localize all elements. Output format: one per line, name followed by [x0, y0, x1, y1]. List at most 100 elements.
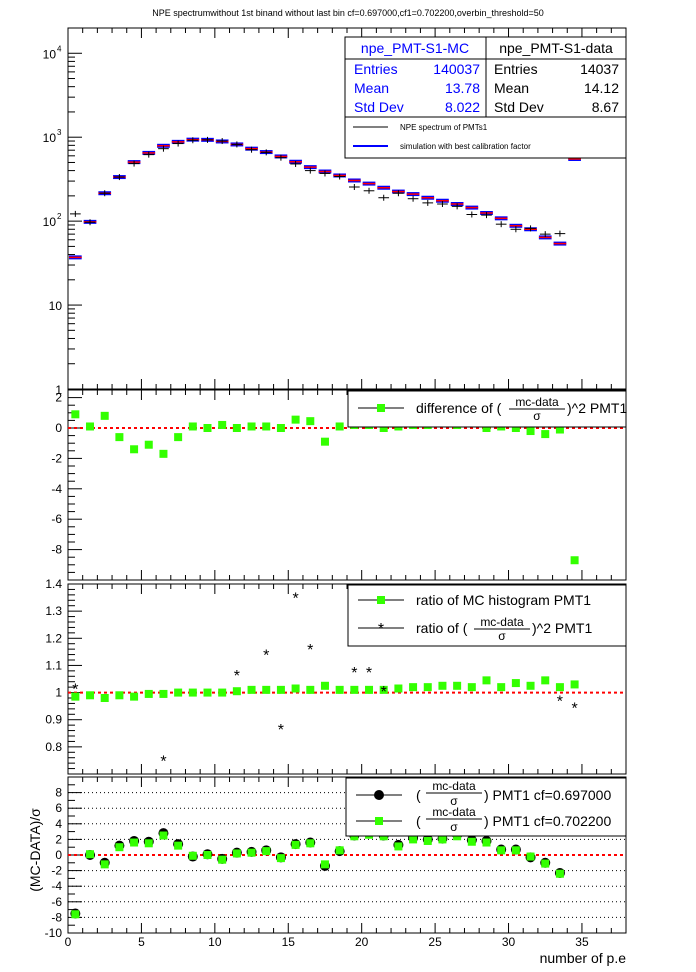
ratio-mc-point: [541, 676, 550, 685]
stats-data-frame: [485, 36, 627, 118]
spectrum-marks: [69, 136, 581, 260]
pull-point-cf-702200: [438, 835, 447, 844]
ratio-mc-point: [100, 694, 109, 702]
ratio-legend-frame: [347, 584, 627, 647]
x-tick-label: 10: [208, 935, 222, 949]
difference-point: [86, 422, 95, 431]
ratio-legend-label-1: ratio of MC histogram PMT1: [416, 592, 591, 608]
ratio-mc-point: [453, 681, 462, 690]
stats-mc-frame: [344, 36, 487, 118]
pull-point-cf-702200: [247, 848, 256, 857]
difference-panel: 2 0 -2 -4 -6 -8 difference of ( mc-data σ )^2…: [51, 389, 627, 581]
legend-data-label: NPE spectrum of PMTs1: [400, 123, 488, 132]
difference-point: [159, 449, 168, 458]
stats-data-mean-label: Mean: [494, 80, 529, 96]
difference-point: [174, 433, 183, 442]
pulls-legend: ( mc-data σ ) PMT1 cf=0.697000 ( mc-data…: [345, 777, 627, 837]
pull-point-cf-702200: [409, 835, 418, 844]
difference-point: [247, 422, 256, 431]
ratio-mc-point: [570, 680, 579, 689]
ratio-mc-point: [232, 687, 241, 696]
x-tick-label: 0: [65, 935, 72, 949]
y-tick-label-exponent: 3: [57, 128, 62, 137]
y-tick-label: 0: [55, 421, 62, 435]
y-tick-label: -6: [51, 512, 62, 526]
ratio-legend-frac-num: mc-data: [480, 615, 524, 629]
y-tick-label: 1: [55, 686, 62, 700]
y-tick-label: 0: [55, 848, 62, 862]
y-tick-label: -6: [51, 895, 62, 909]
ratio-mc-point: [482, 676, 491, 685]
difference-point: [188, 422, 197, 431]
ratio-chi-point: *: [381, 684, 387, 701]
pulls-xlabel: number of p.e: [540, 950, 627, 966]
ratio-mc-point: [497, 683, 506, 692]
ratio-mc-point: [379, 685, 388, 694]
pull-point-cf-702200: [467, 837, 476, 846]
stats-data-entries-value: 14037: [580, 61, 619, 77]
difference-point: [218, 420, 227, 429]
x-tick-label: 25: [428, 935, 442, 949]
ratio-legend-marker-green: [377, 596, 385, 604]
y-tick-label: 1: [55, 383, 62, 397]
pull-point-cf-702200: [394, 842, 403, 851]
stats-mc-std-label: Std Dev: [354, 99, 404, 115]
ratio-mc-point: [438, 681, 447, 690]
difference-point: [262, 422, 271, 431]
x-tick-label: 30: [502, 935, 516, 949]
difference-point: [320, 437, 329, 446]
difference-legend-frame: [347, 390, 627, 428]
pull-point-cf-702200: [86, 850, 95, 859]
pull-point-cf-702200: [159, 831, 168, 840]
ratio-mc-point: [306, 685, 315, 694]
difference-point: [482, 424, 491, 432]
difference-point: [130, 445, 139, 454]
y-tick-label: -8: [51, 910, 62, 924]
ratio-mc-point: [262, 685, 271, 694]
pulls-legend1-frac-num: mc-data: [432, 779, 476, 793]
pulls-legend-frame: [345, 777, 627, 837]
y-tick-label: -8: [51, 543, 62, 557]
pull-point-cf-702200: [203, 851, 212, 859]
ratio-mc-point: [320, 681, 329, 690]
ratio-mc-point: [130, 692, 139, 701]
pulls-legend2-suffix: ) PMT1 cf=0.702200: [484, 813, 611, 829]
ratio-chi-point: *: [571, 701, 577, 718]
y-tick-label: 4: [55, 817, 62, 831]
difference-point: [100, 411, 109, 420]
ratio-mc-point: [335, 685, 344, 694]
ratio-mc-point: [555, 683, 564, 692]
difference-point: [555, 425, 564, 434]
ratio-chi-point: *: [351, 665, 357, 682]
ratio-mc-point: [71, 692, 80, 701]
pulls-legend1-frac-den: σ: [450, 794, 458, 808]
legend-mc-label: simulation with best calibration factor: [400, 142, 531, 151]
stats-data-mean-value: 14.12: [584, 80, 619, 96]
ratio-legend-frac-den: σ: [498, 629, 506, 643]
y-tick-label: 10: [49, 299, 63, 313]
difference-point: [232, 424, 241, 432]
ratio-mc-point: [511, 679, 520, 688]
difference-point: [379, 424, 388, 432]
ratio-mc-point: [409, 683, 418, 692]
y-tick-label: 1.4: [45, 577, 62, 591]
y-tick-label: 1.2: [45, 631, 62, 645]
y-tick-label: -2: [51, 864, 62, 878]
difference-point: [144, 440, 153, 449]
pull-point-cf-702200: [482, 838, 491, 847]
ratio-mc-point: [218, 688, 227, 697]
ratio-mc-point: [350, 685, 359, 694]
ratio-legend: ratio of MC histogram PMT1 * ratio of ( …: [347, 584, 627, 647]
stats-data-entries-label: Entries: [494, 61, 538, 77]
pulls-legend2-frac-num: mc-data: [432, 805, 476, 819]
pull-point-cf-702200: [335, 846, 344, 855]
x-tick-label: 20: [355, 935, 369, 949]
y-tick-label: 1.3: [45, 604, 62, 618]
pulls-ylabel: (MC-DATA)/σ: [27, 808, 43, 892]
pulls-legend-marker-black: [374, 790, 384, 800]
stats-data-std-value: 8.67: [592, 99, 619, 115]
pulls-legend1-open: (: [416, 787, 421, 803]
pull-point-cf-702200: [100, 860, 109, 869]
y-tick-label: 2: [55, 391, 62, 405]
